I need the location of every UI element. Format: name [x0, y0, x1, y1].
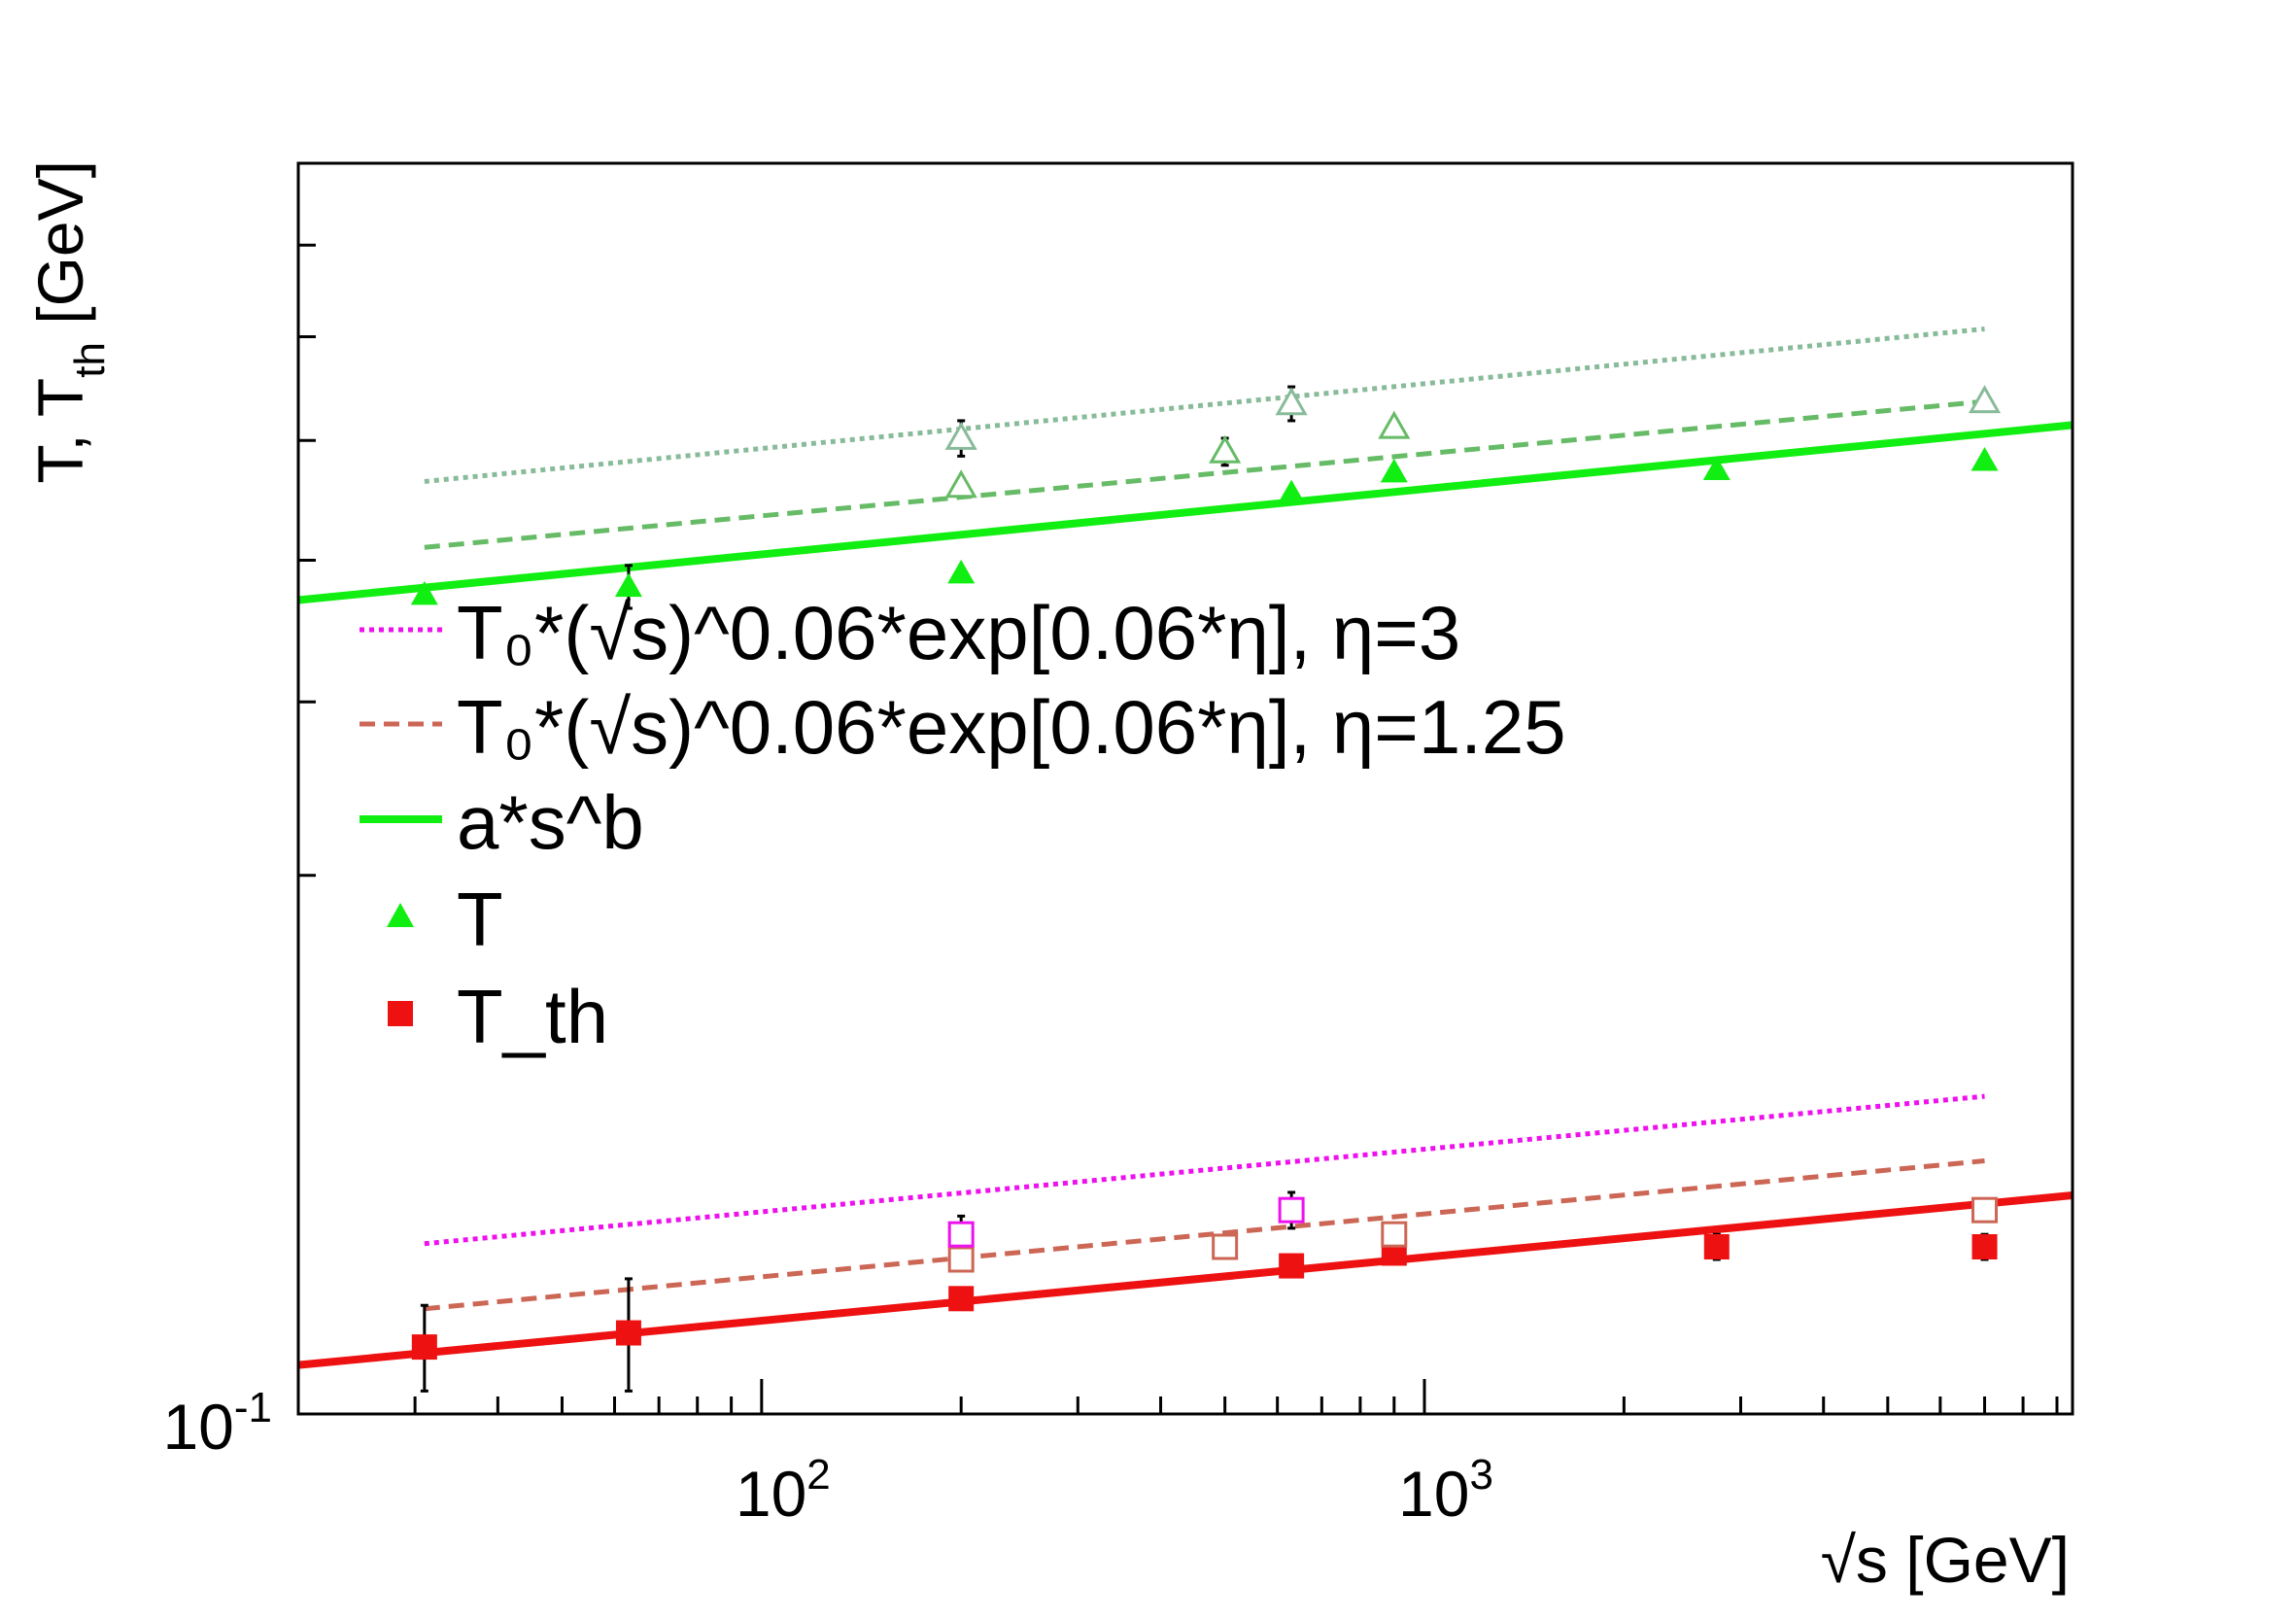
data-point-square — [615, 1320, 641, 1346]
data-point-open-triangle — [1209, 434, 1242, 464]
data-point-open-triangle — [1968, 385, 2002, 414]
legend-label-5: T_th — [457, 974, 608, 1059]
data-point-square — [1703, 1233, 1730, 1259]
data-point-open-triangle — [944, 469, 977, 499]
x-tick-label: 103 — [1398, 1451, 1493, 1530]
data-point-triangle — [947, 559, 976, 584]
data-markers — [410, 385, 2002, 1361]
legend-label-1: T₀*(√s)^0.06*exp[0.06*η], η=3 — [457, 590, 1460, 675]
tick-labels: 102 103 10-1 — [162, 1384, 1493, 1530]
data-point-triangle — [1702, 456, 1731, 480]
data-point-square — [411, 1334, 437, 1361]
data-point-open-square — [947, 1246, 975, 1273]
legend-swatch-square — [388, 1001, 413, 1026]
fit-line-3-t-th — [424, 1093, 1985, 1247]
legend-label-2: T₀*(√s)^0.06*exp[0.06*η], η=1.25 — [457, 684, 1566, 770]
data-point-square — [948, 1286, 975, 1312]
data-point-open-square — [947, 1221, 975, 1248]
axis-labels: √s [GeV] T, Tth [GeV] — [24, 160, 2070, 1596]
fit-line-a-s-b-t — [297, 421, 2073, 604]
data-point-square — [1279, 1253, 1305, 1279]
fit-line-1-25-t — [424, 398, 1985, 550]
data-point-triangle — [410, 580, 438, 605]
axis-ticks — [296, 243, 2059, 1414]
y-tick-label: 10-1 — [162, 1384, 272, 1463]
fit-line-a-s-b-t-th — [297, 1190, 2073, 1369]
data-point-open-triangle — [1275, 387, 1308, 416]
data-point-square — [1971, 1233, 1998, 1259]
x-axis-label: √s [GeV] — [1821, 1524, 2070, 1596]
fit-line-3-t — [424, 326, 1985, 484]
data-point-open-square — [1278, 1196, 1305, 1224]
legend-label-3: a*s^b — [457, 779, 644, 865]
legend-label-4: T — [457, 877, 503, 962]
legend-swatch-triangle — [387, 903, 414, 927]
data-point-open-triangle — [1378, 410, 1411, 439]
data-point-triangle — [1278, 479, 1306, 504]
data-point-triangle — [1380, 458, 1408, 483]
fit-line-1-25-t-th — [424, 1158, 1985, 1312]
legend: T₀*(√s)^0.06*exp[0.06*η], η=3 T₀*(√s)^0.0… — [360, 590, 1566, 1059]
error-bars — [420, 385, 1989, 1393]
x-tick-label: 102 — [736, 1451, 831, 1530]
data-point-open-square — [1212, 1233, 1239, 1260]
fit-lines — [297, 326, 2073, 1369]
plot-frame — [296, 161, 2074, 1416]
data-point-open-square — [1971, 1196, 1999, 1224]
data-point-open-triangle — [944, 421, 977, 450]
data-point-triangle — [1970, 447, 1999, 471]
data-point-open-square — [1381, 1221, 1408, 1248]
data-point-triangle — [614, 572, 642, 598]
y-axis-label: T, Tth [GeV] — [24, 160, 114, 484]
